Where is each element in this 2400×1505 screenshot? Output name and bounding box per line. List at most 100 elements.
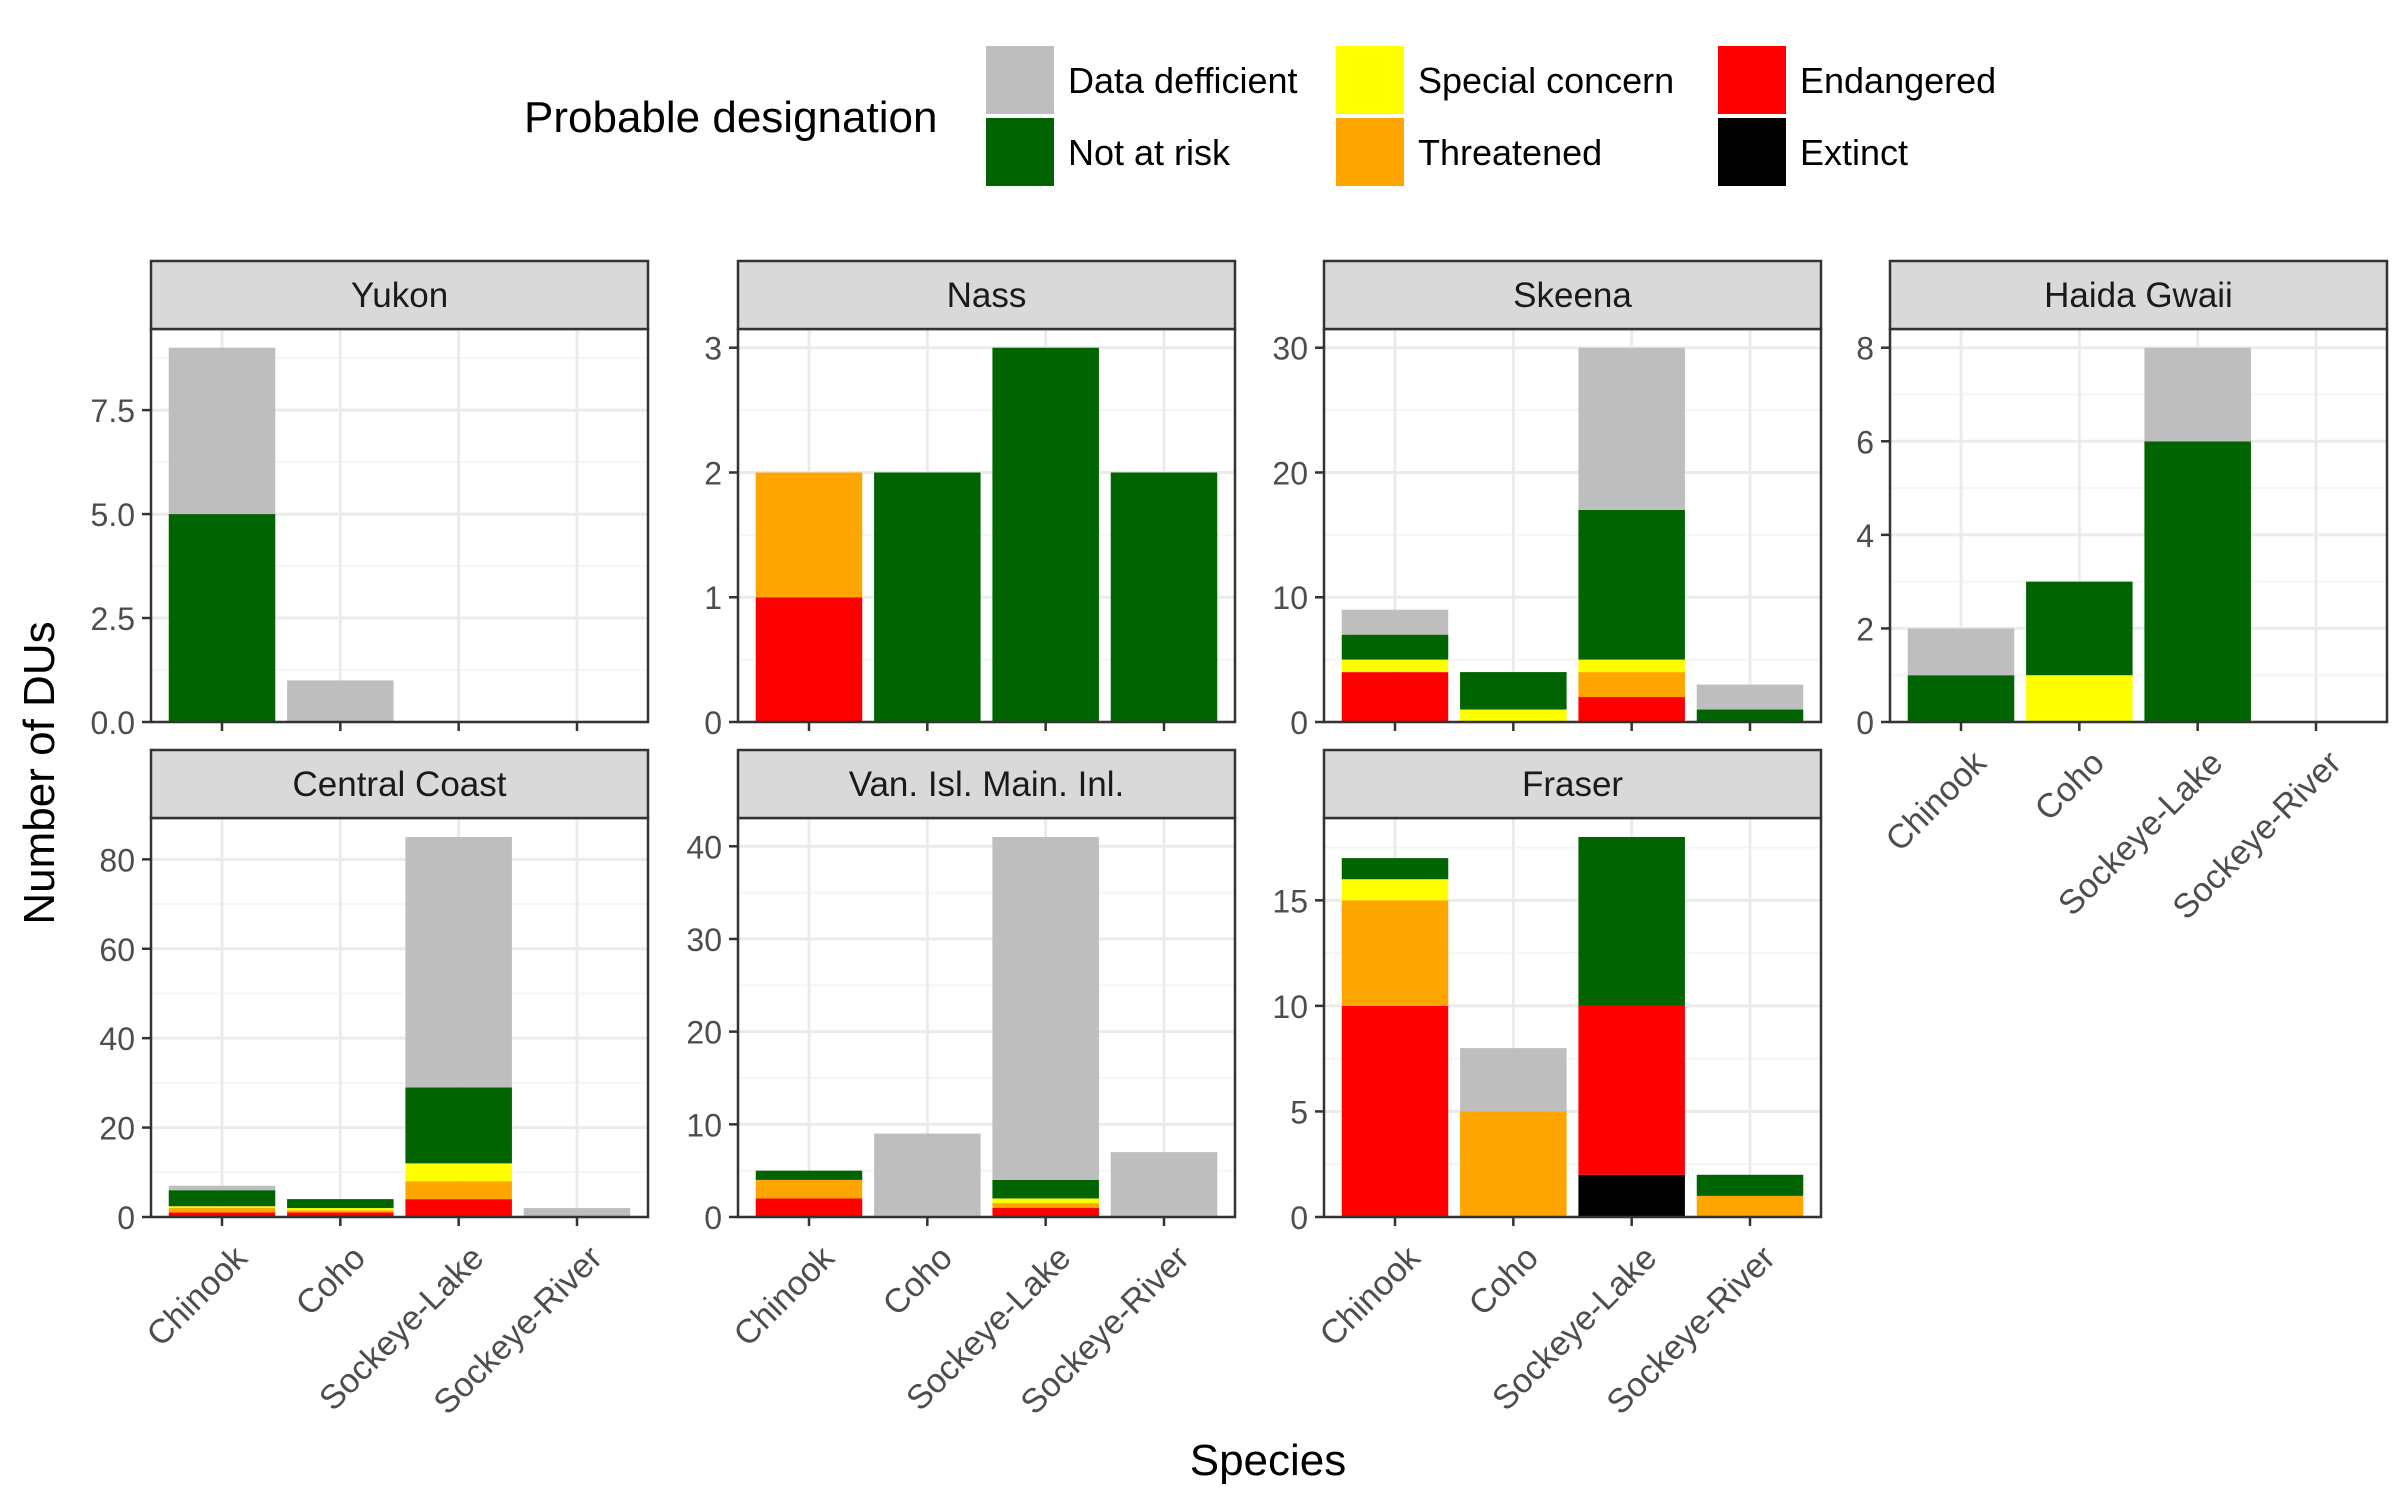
y-tick-label: 30 (1272, 331, 1308, 367)
facet-strip-label: Van. Isl. Main. Inl. (849, 765, 1125, 804)
bar-central-coast-sockeye-lake-end (405, 1199, 512, 1217)
panel-nass: Nass 0 1 2 3 (704, 259, 1237, 741)
bar-yukon-coho-dd (287, 680, 394, 722)
bar-van-isl-main-inl-chinook-end (755, 1198, 863, 1217)
bar-central-coast-sockeye-lake-nar (405, 1087, 512, 1164)
bar-skeena-coho-sc (1460, 709, 1567, 722)
bar-fraser-sockeye-river-nar (1696, 1174, 1804, 1196)
bar-fraser-sockeye-river-thr (1696, 1195, 1804, 1217)
bar-van-isl-main-inl-coho-dd (874, 1133, 981, 1217)
y-tick-label: 20 (686, 1015, 722, 1051)
bar-central-coast-coho-end (287, 1212, 394, 1217)
bar-central-coast-sockeye-river-dd (523, 1208, 631, 1217)
facet-strip (149, 259, 650, 331)
y-tick-label: 10 (1272, 989, 1308, 1025)
legend-label-threatened: Threatened (1418, 132, 1602, 173)
x-tick-label: Chinook (727, 1238, 843, 1354)
bar-fraser-sockeye-lake-end (1578, 1005, 1685, 1175)
bar-fraser-coho-thr (1460, 1111, 1567, 1217)
x-axis-label: Species (1190, 1436, 1347, 1485)
bar-van-isl-main-inl-sockeye-river-dd (1110, 1152, 1218, 1217)
bar-skeena-chinook-sc (1341, 659, 1449, 673)
facet-strip-label: Central Coast (293, 765, 507, 804)
y-tick-label: 0 (704, 705, 722, 741)
bar-haida-gwaii-sockeye-lake-nar (2144, 441, 2251, 722)
bar-central-coast-chinook-sc (168, 1206, 276, 1209)
bar-fraser-chinook-nar (1341, 858, 1449, 880)
x-tick-label: Coho (1462, 1239, 1546, 1323)
facet-strip-label: Nass (947, 276, 1027, 315)
bar-nass-sockeye-river-nar (1110, 472, 1218, 722)
facet-strip (1322, 259, 1823, 331)
legend-key-data-defficient (986, 46, 1054, 114)
bar-fraser-coho-dd (1460, 1048, 1567, 1112)
x-tick-label: Coho (876, 1239, 960, 1323)
y-tick-label: 2 (704, 455, 722, 491)
bar-van-isl-main-inl-sockeye-lake-sc (992, 1198, 1099, 1204)
y-tick-label: 0.0 (91, 705, 135, 741)
y-tick-label: 0 (1856, 705, 1874, 741)
facet-strip (736, 748, 1237, 820)
facet-strip-label: Fraser (1522, 765, 1623, 804)
facet-strip-label: Haida Gwaii (2044, 276, 2233, 315)
bar-fraser-chinook-end (1341, 1005, 1449, 1217)
bar-nass-sockeye-lake-nar (992, 347, 1099, 722)
legend-label-data-defficient: Data defficient (1068, 60, 1297, 101)
bar-central-coast-chinook-dd (168, 1185, 276, 1191)
facet-strip-label: Yukon (351, 276, 448, 315)
bar-fraser-chinook-thr (1341, 900, 1449, 1006)
facet-strip (1888, 259, 2389, 331)
facet-strip (1322, 748, 1823, 820)
bar-fraser-sockeye-lake-ext (1578, 1174, 1685, 1217)
bar-nass-chinook-thr (755, 472, 863, 598)
bar-skeena-coho-nar (1460, 672, 1567, 710)
bar-central-coast-sockeye-lake-dd (405, 837, 512, 1088)
y-tick-label: 5 (1290, 1094, 1308, 1130)
panel-yukon: Yukon 0.0 2.5 5.0 7.5 (91, 259, 650, 741)
bar-haida-gwaii-coho-sc (2026, 675, 2133, 722)
bar-van-isl-main-inl-sockeye-lake-nar (992, 1179, 1099, 1199)
bar-fraser-chinook-sc (1341, 879, 1449, 901)
bar-yukon-chinook-dd (168, 347, 276, 515)
y-tick-label: 20 (99, 1111, 135, 1147)
y-tick-label: 5.0 (91, 497, 135, 533)
y-tick-label: 20 (1272, 455, 1308, 491)
x-tick-label: Coho (289, 1239, 373, 1323)
y-tick-label: 6 (1856, 424, 1874, 460)
y-tick-label: 7.5 (91, 393, 135, 429)
bar-van-isl-main-inl-sockeye-lake-end (992, 1207, 1099, 1217)
y-tick-label: 3 (704, 331, 722, 367)
bar-skeena-chinook-nar (1341, 634, 1449, 660)
bar-skeena-sockeye-lake-thr (1578, 672, 1685, 698)
y-tick-label: 1 (704, 580, 722, 616)
bar-central-coast-chinook-end (168, 1212, 276, 1217)
bar-skeena-sockeye-lake-dd (1578, 347, 1685, 510)
y-tick-label: 0 (1290, 705, 1308, 741)
bar-fraser-sockeye-lake-nar (1578, 837, 1685, 1006)
bar-van-isl-main-inl-chinook-thr (755, 1179, 863, 1199)
x-tick-label: Chinook (140, 1238, 256, 1354)
y-tick-label: 4 (1856, 518, 1874, 554)
legend: Probable designation Data defficient Not … (524, 46, 1996, 186)
panel-background (738, 818, 1235, 1217)
y-tick-label: 10 (1272, 580, 1308, 616)
bar-van-isl-main-inl-sockeye-lake-dd (992, 837, 1099, 1180)
bar-skeena-sockeye-lake-end (1578, 697, 1685, 722)
y-tick-label: 10 (686, 1107, 722, 1143)
bar-haida-gwaii-coho-nar (2026, 581, 2133, 676)
bar-central-coast-coho-nar (287, 1199, 394, 1209)
panel-van-isl-main-inl: Van. Isl. Main. Inl. 0 10 20 30 40 Chinook Coho… (686, 748, 1237, 1422)
legend-label-endangered: Endangered (1800, 60, 1996, 101)
bar-skeena-sockeye-lake-sc (1578, 659, 1685, 673)
bar-skeena-sockeye-river-dd (1696, 684, 1804, 710)
panel-skeena: Skeena 0 10 20 30 (1272, 259, 1823, 741)
legend-key-special-concern (1336, 46, 1404, 114)
bar-skeena-sockeye-river-nar (1696, 709, 1804, 722)
bar-yukon-chinook-nar (168, 514, 276, 722)
bar-van-isl-main-inl-chinook-nar (755, 1170, 863, 1180)
y-tick-label: 15 (1272, 883, 1308, 919)
